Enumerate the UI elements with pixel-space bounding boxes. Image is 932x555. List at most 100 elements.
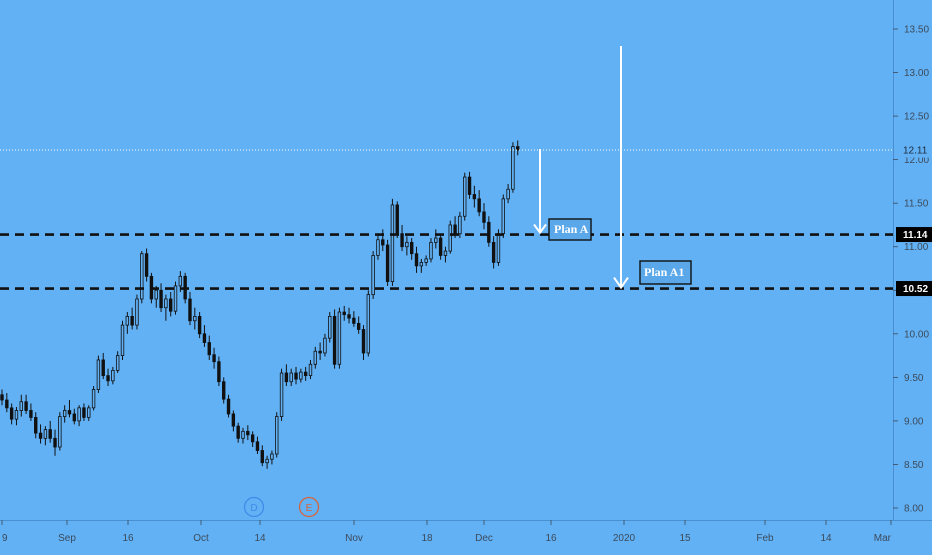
candle-body [202,333,207,343]
candle-body [9,407,14,420]
price-tick-label: 13.50 [904,25,929,36]
candle-body [400,233,404,248]
candle-body [77,407,81,422]
candle-body [236,425,240,439]
candle-body [318,350,322,354]
candle-body [144,253,149,277]
price-tick-label: 9.50 [904,373,924,384]
candle-body [67,410,72,415]
candle-body [217,361,221,383]
candle-body [87,407,91,418]
candle-body [19,401,23,411]
time-tick-label: 14 [820,533,832,544]
plan-a-label: Plan A [554,222,589,236]
candle-body [212,354,216,363]
candle-body [270,453,274,460]
price-axis[interactable]: 8.008.509.009.5010.0010.5011.0011.5012.0… [893,25,929,515]
candle-body [0,394,4,401]
candle-body [303,371,308,377]
candle-body [381,239,385,246]
candle-body [188,298,192,322]
candle-body [434,237,438,243]
candle-body [308,363,313,377]
candle-body [448,224,452,252]
candle-body [250,434,255,443]
candle-body [111,369,115,382]
price-tick-label: 13.00 [904,68,929,79]
candle-body [424,258,428,263]
candle-body [361,329,366,354]
candle-body [414,253,419,267]
candle-body [337,311,342,365]
candle-body [496,233,501,263]
candle-body [48,429,52,439]
plan-a1-label: Plan A1 [644,265,684,279]
candle-body [491,241,496,263]
candle-body [356,322,361,330]
candle-body [91,389,96,409]
candle-body [313,350,317,365]
candle-body [159,289,163,309]
candle-body [5,399,9,409]
candle-body [516,146,520,151]
last-price-value: 12.11 [903,146,928,157]
candle-body [405,241,409,248]
candle-body [53,437,57,448]
dividend-event-marker[interactable]: D [243,496,265,518]
candle-body [463,176,467,217]
time-tick-label: Mar [874,533,892,544]
candle-body [385,244,390,282]
time-tick-label: Feb [756,533,774,544]
candle-body [429,241,433,260]
candle-body [164,298,168,309]
candle-body [14,410,19,420]
candle-body [487,221,491,243]
earnings-event-marker[interactable]: E [298,496,320,518]
plan-a-box[interactable]: Plan A [548,218,592,241]
candle-body [443,250,448,256]
candle-body [24,401,28,411]
candle-body [246,430,250,436]
candle-body [231,413,236,427]
price-tick-label: 8.50 [904,460,924,471]
time-tick-label: 16 [545,533,557,544]
candle-body [58,416,62,448]
candle-body [120,324,125,356]
candle-body [168,298,173,312]
time-axis[interactable]: 9 Sep 16 Oct 14 Nov 18 Dec 16 2020 15 Feb 14 Mar [1,520,892,544]
candle-body [477,198,481,213]
time-tick-label: 9 [2,533,8,544]
candle-body [96,359,101,390]
candle-body [501,198,505,235]
arrow-plan-a[interactable] [533,149,547,235]
candle-body [115,355,120,371]
candle-body [222,381,226,400]
candle-body [284,372,289,383]
candle-body [140,253,144,300]
level-value-plan-a1: 10.52 [903,284,928,295]
candle-body [173,285,178,312]
candle-body [467,176,472,195]
candle-body [482,211,486,223]
price-tick-label: 12.00 [904,155,929,166]
plan-a1-box[interactable]: Plan A1 [639,260,692,285]
candle-body [376,239,380,256]
candle-body [260,450,264,464]
price-tick-label: 10.00 [904,329,929,340]
candle-body [275,416,279,455]
time-tick-label: 16 [122,533,134,544]
candle-body [197,315,202,335]
candle-body [265,458,269,464]
candle-body [506,188,510,200]
candle-body [371,255,375,296]
price-tick-label: 9.00 [904,416,924,427]
candle-body [106,375,110,382]
time-tick-label: Dec [475,533,493,544]
candle-body [472,194,477,200]
arrow-plan-a1[interactable] [613,46,629,290]
time-tick-label: 2020 [613,533,636,544]
time-tick-label: Sep [58,533,76,544]
candle-body [395,204,399,235]
